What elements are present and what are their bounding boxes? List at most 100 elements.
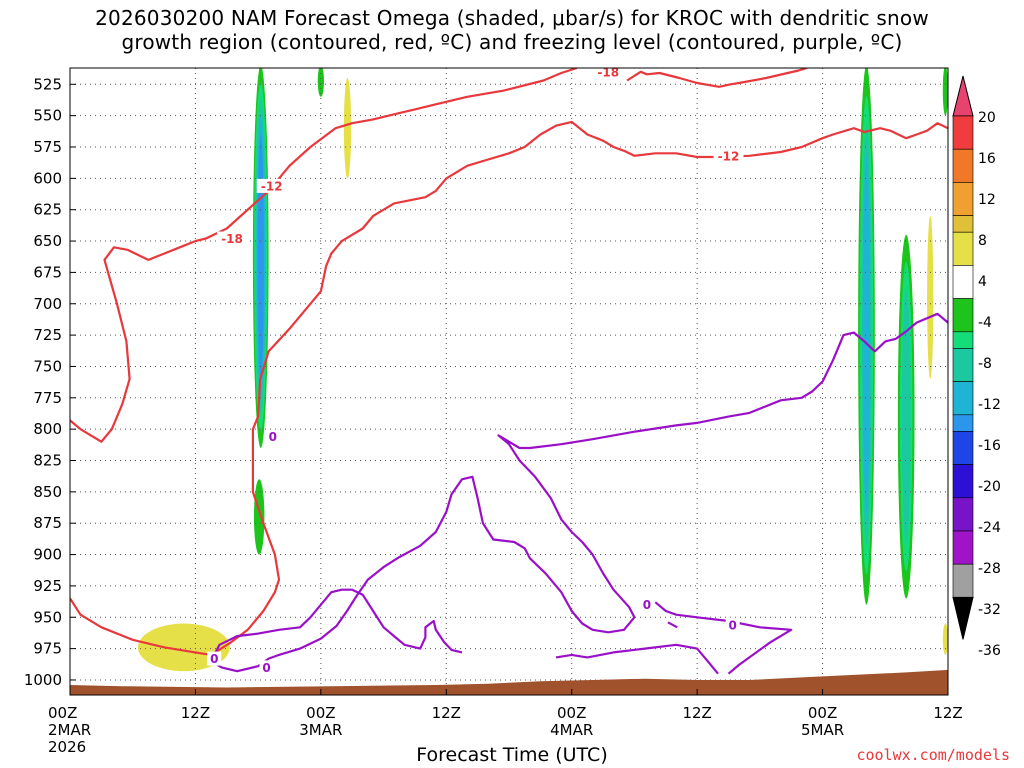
y-axis: 525 550 575 600 625 650 675 700 725 750 775 800 825 8…: [24, 75, 76, 689]
omega-region: [253, 479, 265, 555]
contour-label: -12: [718, 149, 740, 163]
x-tick-label: 00Z: [808, 704, 837, 722]
omega-region: [137, 623, 230, 672]
colorbar-segment: [952, 348, 974, 382]
y-tick-label: 975: [33, 640, 62, 658]
y-tick-label: 950: [33, 608, 62, 626]
dgz-contour-line: [70, 68, 578, 443]
y-tick-label: 850: [33, 483, 62, 501]
chart-title-line-1: 2026030200 NAM Forecast Omega (shaded, μ…: [95, 6, 929, 30]
colorbar-segment: [952, 265, 974, 299]
colorbar-label: -20: [978, 479, 1001, 495]
x-axis-title: Forecast Time (UTC): [416, 744, 608, 766]
contour-label: -18: [221, 232, 243, 246]
contour-labels: -18 -18 -12 -12 0 0 0 0 0: [207, 64, 744, 675]
colorbar-label: 4: [978, 274, 987, 290]
contour-label-bg: [256, 178, 287, 193]
colorbar-label: 20: [978, 110, 996, 126]
colorbar-segment: [952, 148, 974, 183]
colorbar-segment: [952, 414, 974, 432]
x-tick-label: 00Z: [557, 704, 586, 722]
x-tick-label: 4MAR: [550, 721, 593, 739]
colorbar-label: -8: [978, 356, 992, 372]
y-tick-label: 725: [33, 326, 62, 344]
freezing-level-contour-line: [555, 643, 719, 675]
colorbar-label: -12: [978, 397, 1001, 413]
x-tick-label: 12Z: [432, 704, 461, 722]
contour-label: 0: [262, 661, 270, 675]
y-tick-label: 900: [33, 546, 62, 564]
colorbar-label: 8: [978, 233, 987, 249]
x-tick-label: 00Z: [48, 704, 77, 722]
colorbar-label: 12: [978, 192, 996, 208]
y-tick-label: 750: [33, 357, 62, 375]
contour-label: 0: [643, 598, 651, 612]
y-tick-label: 925: [33, 577, 62, 595]
colorbar-segment: [952, 563, 974, 598]
plot-frame: [69, 67, 949, 696]
contour-label-bg: [217, 231, 248, 246]
colorbar-segment: [952, 298, 974, 333]
terrain-area: [70, 669, 948, 695]
dgz-contour-line: [70, 120, 948, 657]
colorbar-segment: [952, 497, 974, 532]
y-tick-label: 700: [33, 295, 62, 313]
y-tick-label: 875: [33, 514, 62, 532]
colorbar-label: -28: [978, 561, 1001, 577]
colorbar-segment: [952, 231, 974, 266]
colorbar-label: -24: [978, 520, 1001, 536]
credit-link[interactable]: coolwx.com/models: [856, 746, 1010, 764]
omega-region: [343, 78, 352, 179]
omega-region: [257, 134, 264, 380]
colorbar-label: -32: [978, 602, 1001, 618]
x-tick-label: 2026: [48, 738, 86, 756]
freezing-level-contour-line: [210, 588, 463, 662]
omega-region: [902, 289, 911, 544]
freezing-level-contour-line: [667, 621, 678, 629]
temperature-contours: [70, 68, 948, 675]
y-tick-label: 525: [33, 75, 62, 93]
colorbar-segment: [952, 464, 974, 499]
freezing-level-contour-line: [654, 601, 793, 675]
y-tick-label: 650: [33, 232, 62, 250]
omega-region: [317, 68, 324, 97]
x-tick-label: 00Z: [306, 704, 335, 722]
y-tick-label: 1000: [24, 671, 62, 689]
colorbar-segment: [952, 530, 974, 565]
y-tick-label: 550: [33, 107, 62, 125]
x-tick-label: 12Z: [682, 704, 711, 722]
contour-label: 0: [210, 652, 218, 666]
y-tick-label: 775: [33, 389, 62, 407]
x-tick-label: 5MAR: [801, 721, 844, 739]
freezing-level-contour-line: [210, 312, 948, 673]
colorbar-label: -36: [978, 643, 1001, 659]
colorbar-segment: [952, 115, 974, 150]
x-tick-label: 2MAR: [48, 721, 91, 739]
y-tick-label: 600: [33, 169, 62, 187]
colorbar-segment: [952, 331, 974, 349]
omega-shading: [137, 68, 948, 672]
colorbar-arrow-down: [952, 596, 974, 640]
colorbar-label: 16: [978, 151, 996, 167]
colorbar-segment: [952, 182, 974, 216]
contour-label-bg: [639, 597, 654, 612]
dgz-contour-line: [626, 68, 808, 88]
colorbar-arrow-up: [952, 75, 974, 117]
contour-label: 0: [269, 430, 277, 444]
colorbar-segment: [952, 431, 974, 465]
omega-region: [942, 623, 948, 655]
y-tick-label: 575: [33, 138, 62, 156]
contour-label: 0: [729, 618, 737, 632]
y-tick-label: 675: [33, 263, 62, 281]
omega-region: [927, 215, 934, 379]
contour-label-bg: [713, 148, 744, 163]
omega-region: [862, 156, 871, 514]
x-tick-label: 12Z: [933, 704, 962, 722]
contour-label-bg: [259, 660, 274, 675]
contour-label-bg: [725, 617, 740, 632]
colorbar-segment: [952, 215, 974, 233]
terrain-fill: [70, 669, 948, 695]
x-tick-label: 3MAR: [299, 721, 342, 739]
contour-label: -12: [261, 179, 283, 193]
